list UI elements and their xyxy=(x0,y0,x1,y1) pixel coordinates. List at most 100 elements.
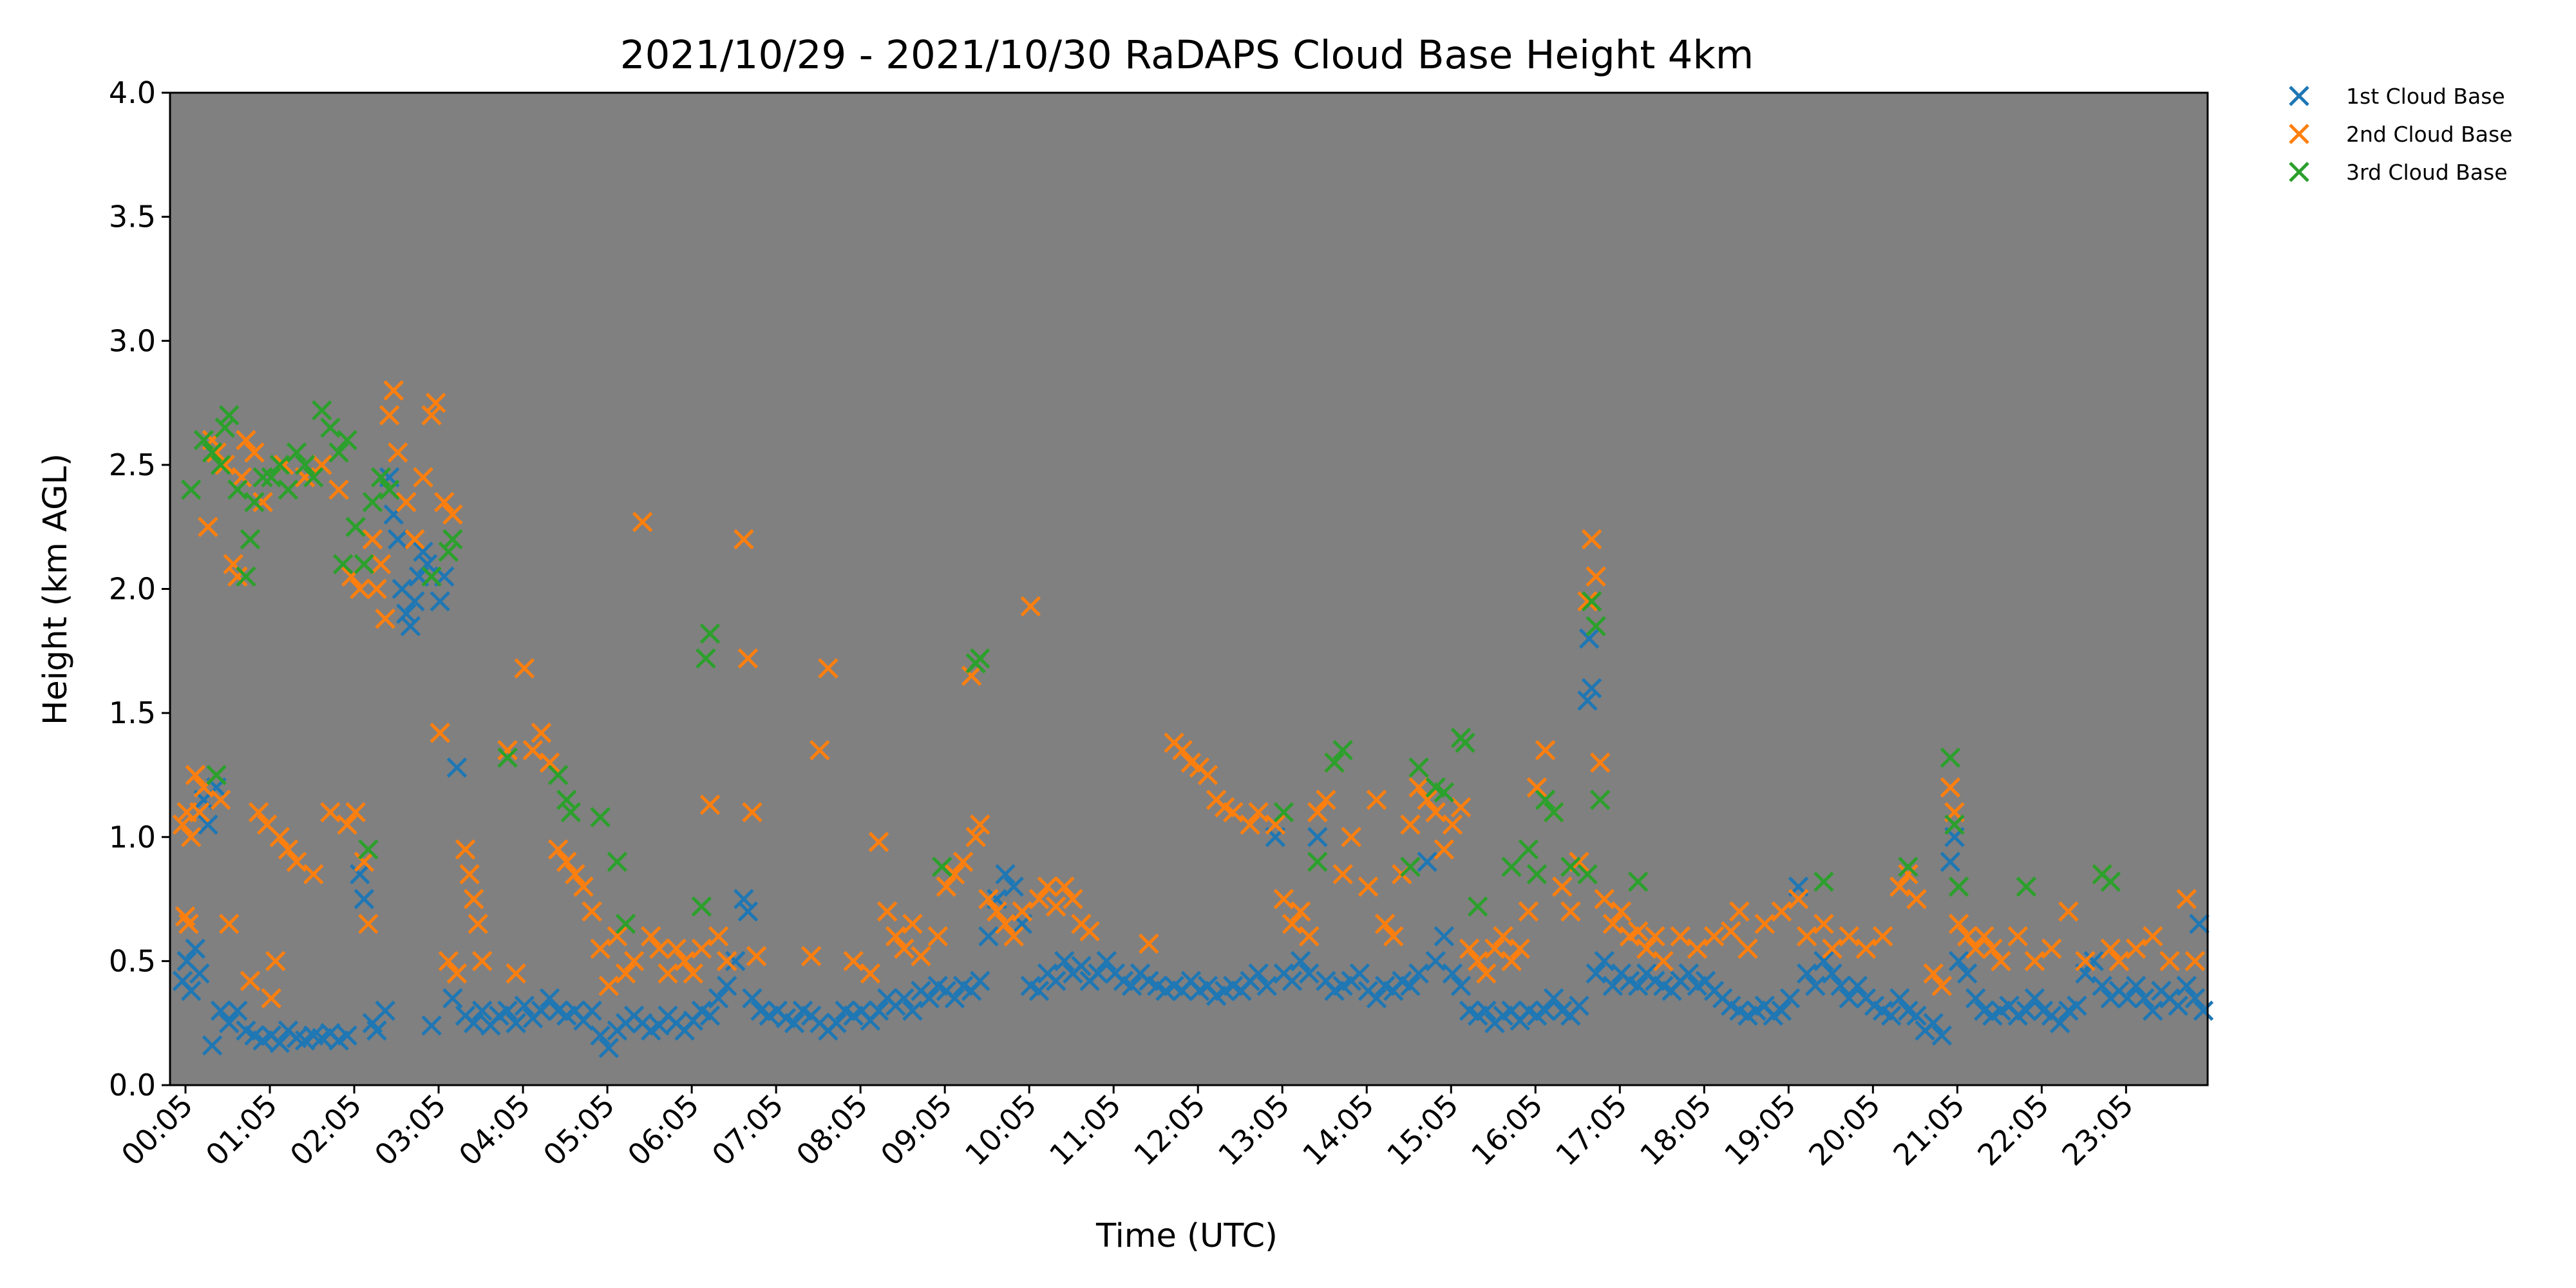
data-point xyxy=(1366,790,1387,810)
data-point xyxy=(421,566,442,587)
data-point xyxy=(1822,938,1842,959)
data-point xyxy=(1589,752,1611,773)
data-point xyxy=(1586,616,1606,637)
data-point xyxy=(1417,790,1437,810)
data-point xyxy=(1012,901,1033,922)
y-tick-label: 4.0 xyxy=(109,75,156,110)
data-point xyxy=(438,541,459,562)
data-point xyxy=(198,516,218,537)
data-point xyxy=(370,554,392,574)
data-point xyxy=(345,516,366,537)
data-point xyxy=(1839,926,1859,947)
data-point xyxy=(1455,732,1475,753)
data-point xyxy=(1425,951,1446,972)
data-point xyxy=(312,455,332,475)
data-point xyxy=(1738,938,1758,959)
data-point xyxy=(1872,926,1893,947)
data-point xyxy=(1940,777,1961,798)
data-point xyxy=(320,417,341,438)
data-point xyxy=(1577,591,1598,612)
data-point xyxy=(1627,976,1649,996)
data-point xyxy=(1028,889,1050,909)
data-point xyxy=(379,479,400,500)
data-point xyxy=(1020,596,1041,617)
data-point xyxy=(438,951,459,972)
x-tick-label: 09:05 xyxy=(874,1088,959,1173)
y-axis-label: Height (km AGL) xyxy=(37,453,75,725)
data-point xyxy=(725,951,746,972)
data-point xyxy=(666,938,687,959)
x-tick-label: 17:05 xyxy=(1549,1088,1634,1173)
data-point xyxy=(1627,871,1649,892)
data-point xyxy=(1341,826,1361,848)
data-point xyxy=(404,529,425,550)
data-point xyxy=(800,945,822,967)
data-point xyxy=(218,913,240,934)
data-point xyxy=(1256,976,1277,996)
data-point xyxy=(1948,876,1969,897)
data-point xyxy=(1830,976,1851,996)
data-point xyxy=(1889,988,1910,1009)
data-point xyxy=(375,1000,395,1021)
data-point xyxy=(708,926,729,947)
x-tick-label: 22:05 xyxy=(1971,1088,2056,1173)
data-point xyxy=(969,814,990,835)
data-point xyxy=(1484,938,1505,959)
data-point xyxy=(1703,926,1725,947)
data-point xyxy=(471,1000,493,1021)
data-point xyxy=(354,889,375,909)
data-point xyxy=(1096,951,1117,972)
data-point xyxy=(413,541,433,562)
data-point xyxy=(2041,938,2062,959)
x-tick-label: 06:05 xyxy=(621,1088,706,1173)
data-point xyxy=(328,479,349,500)
data-point xyxy=(1923,1012,1944,1034)
data-point xyxy=(784,1012,805,1034)
data-point xyxy=(1366,988,1387,1009)
x-tick-label: 14:05 xyxy=(1296,1088,1381,1173)
data-point xyxy=(737,648,759,669)
x-tick-label: 05:05 xyxy=(536,1088,621,1173)
data-point xyxy=(202,442,223,463)
data-point xyxy=(269,826,290,848)
data-point xyxy=(1581,529,1602,550)
data-point xyxy=(1560,857,1581,877)
data-point xyxy=(1298,926,1320,947)
data-point xyxy=(193,430,214,451)
data-point xyxy=(1678,963,1700,984)
data-point xyxy=(1906,1005,1927,1026)
data-point xyxy=(1324,752,1345,773)
data-point xyxy=(1602,913,1624,934)
data-point xyxy=(944,864,965,885)
data-point xyxy=(1889,876,1910,897)
data-point xyxy=(1248,963,1269,984)
data-point xyxy=(1898,857,1918,877)
data-point xyxy=(332,554,354,574)
data-point xyxy=(607,926,628,947)
x-tick-label: 13:05 xyxy=(1211,1088,1296,1173)
y-tick-label: 2.5 xyxy=(109,448,156,482)
data-point xyxy=(1581,591,1602,612)
data-point xyxy=(2184,988,2206,1009)
data-point xyxy=(1307,802,1328,822)
data-point xyxy=(598,1037,620,1058)
data-point xyxy=(1442,814,1463,835)
data-point xyxy=(1248,802,1269,822)
data-point xyxy=(746,945,767,967)
data-point xyxy=(430,591,451,612)
data-point xyxy=(1197,764,1218,786)
data-point xyxy=(1931,1025,1953,1046)
data-point xyxy=(2176,976,2197,996)
data-point xyxy=(328,442,349,463)
data-point xyxy=(623,951,645,972)
data-point xyxy=(1948,951,1969,972)
data-point xyxy=(2024,988,2045,1009)
x-tick-label: 21:05 xyxy=(1886,1088,1971,1173)
legend-marker xyxy=(2289,162,2309,182)
data-point xyxy=(894,988,914,1009)
data-point xyxy=(1434,839,1455,860)
data-point xyxy=(1721,921,1741,942)
data-point xyxy=(1729,901,1750,922)
data-point xyxy=(497,740,518,761)
data-point xyxy=(1400,814,1421,835)
